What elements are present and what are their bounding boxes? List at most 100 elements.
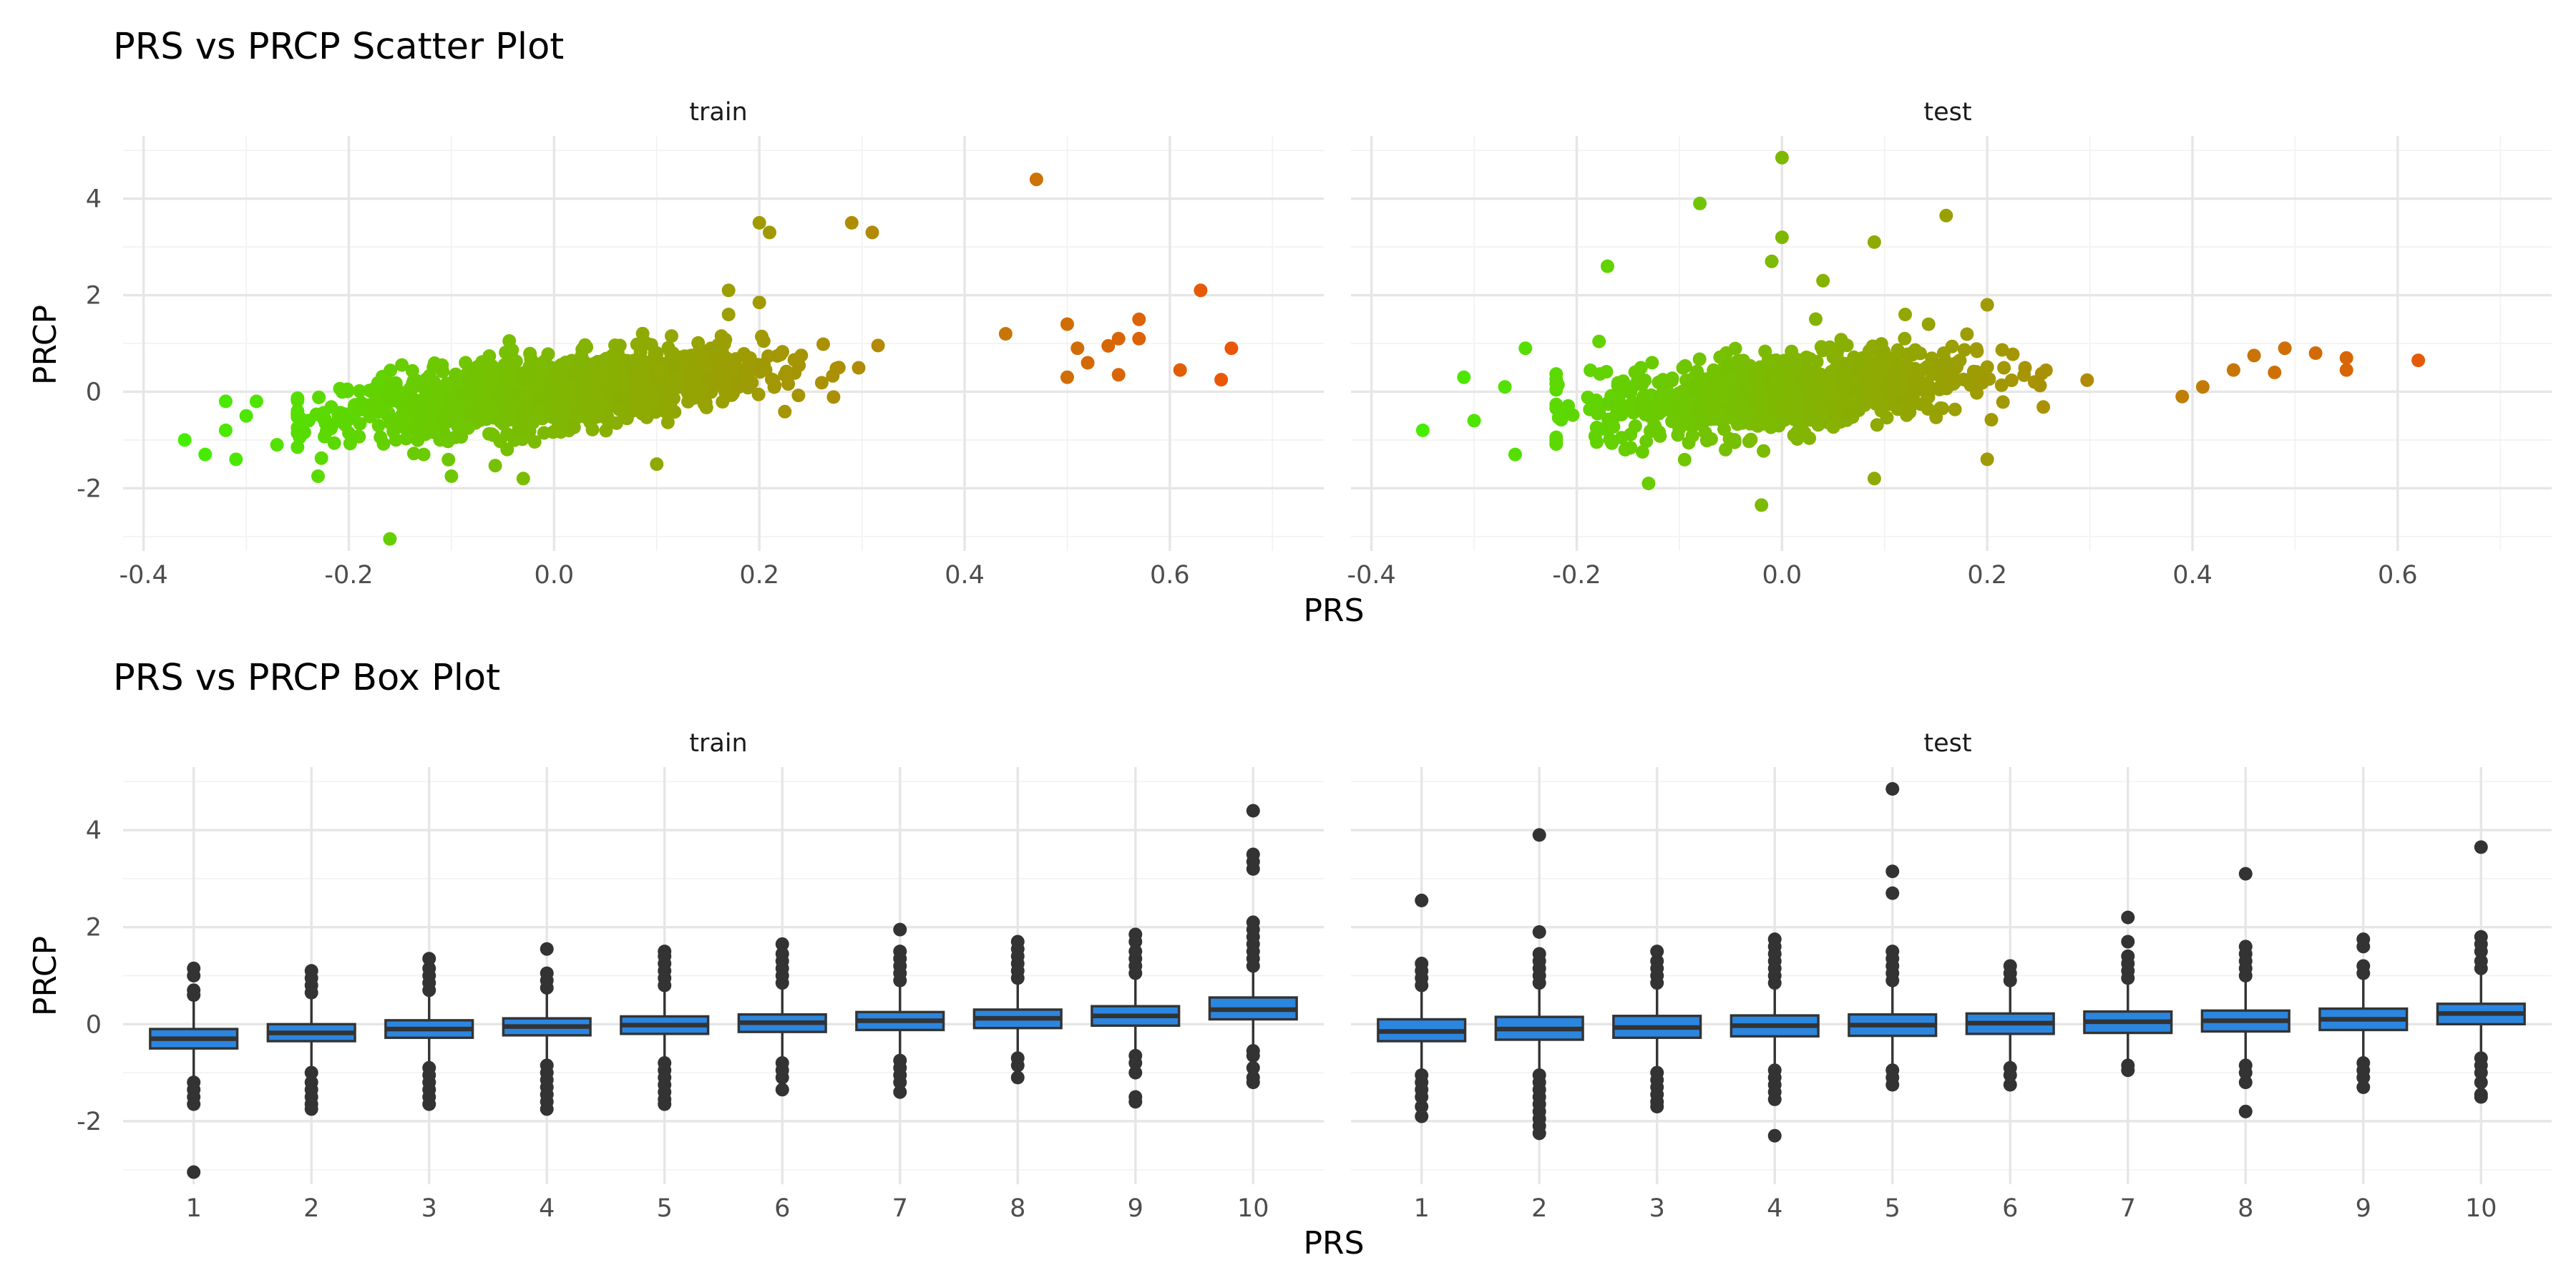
scatter-point [1834, 333, 1848, 347]
x-tick-label: 5 [1885, 1194, 1901, 1223]
scatter-point [1652, 375, 1666, 389]
scatter-point [1648, 419, 1662, 434]
outlier-point [1128, 1065, 1143, 1080]
scatter-point [1173, 363, 1187, 377]
scatter-point [1758, 344, 1772, 358]
scatter-point [1685, 429, 1699, 443]
scatter-point [363, 409, 377, 424]
scatter-point [755, 329, 769, 343]
scatter-point [1905, 366, 1919, 380]
outlier-point [1650, 1100, 1664, 1114]
scatter-point [1921, 402, 1935, 416]
x-tick-label: 0.2 [1967, 561, 2007, 590]
outlier-point [2356, 1080, 2371, 1094]
outlier-point [2474, 1090, 2488, 1104]
outlier-point [1885, 1078, 1900, 1092]
scatter-point [1765, 254, 1779, 268]
box-train-panel: -2 0 2 4 1 2 3 4 5 6 7 8 9 10 [77, 767, 1324, 1223]
scatter-point [422, 413, 436, 427]
scatter-train-panel: -0.4 -0.2 0.0 0.2 0.4 0.6 -2 0 2 4 [77, 136, 1324, 590]
scatter-point [429, 399, 443, 412]
x-tick-label: 6 [2002, 1194, 2018, 1223]
scatter-point [816, 337, 830, 351]
outlier-point [187, 961, 201, 975]
scatter-point [1194, 283, 1208, 298]
outlier-point [2356, 1070, 2371, 1085]
scatter-point [371, 419, 386, 433]
x-tick-label: 3 [1649, 1194, 1665, 1223]
scatter-point [1917, 384, 1931, 398]
scatter-point [410, 403, 424, 417]
scatter-point [1713, 350, 1727, 364]
scatter-point [633, 351, 648, 365]
scatter-point [1939, 208, 1953, 223]
scatter-point [1984, 413, 1999, 427]
scatter-point [601, 414, 615, 428]
scatter-point [660, 415, 675, 429]
scatter-title: PRS vs PRCP Scatter Plot [113, 26, 564, 68]
scatter-point [1549, 433, 1563, 447]
scatter-point [374, 430, 388, 444]
x-tick-label: -0.2 [1552, 561, 1601, 590]
outlier-point [2474, 1065, 2488, 1080]
scatter-point [541, 384, 555, 399]
box-9 [1091, 927, 1181, 1109]
x-tick-label: 8 [1010, 1194, 1025, 1223]
scatter-point [1606, 419, 1621, 434]
scatter-point [727, 364, 741, 378]
outlier-point [775, 937, 789, 951]
outlier-point [187, 1165, 201, 1179]
scatter-point [1958, 373, 1973, 387]
outlier-point [893, 945, 907, 959]
scatter-point [482, 426, 496, 441]
scatter-point [1769, 385, 1783, 399]
outlier-point [304, 1102, 318, 1116]
scatter-point [1757, 444, 1771, 458]
scatter-point [456, 386, 470, 401]
outlier-point [2356, 959, 2371, 973]
scatter-point [2411, 353, 2426, 368]
outlier-point [2474, 840, 2488, 854]
x-tick-label: 4 [539, 1194, 555, 1223]
scatter-point [436, 364, 450, 379]
scatter-point [613, 392, 627, 406]
scatter-point [688, 361, 702, 376]
scatter-point [721, 283, 736, 298]
scatter-point [489, 368, 503, 382]
x-tick-label: 2 [1531, 1194, 1547, 1223]
x-tick-label: 0.2 [739, 561, 779, 590]
scatter-point [774, 348, 788, 361]
scatter-point [545, 373, 559, 387]
scatter-point [1870, 369, 1885, 384]
scatter-point [1775, 230, 1789, 245]
outlier-point [1246, 1048, 1260, 1063]
scatter-point [218, 423, 233, 437]
box-10 [1208, 804, 1298, 1090]
y-tick-label: 0 [86, 378, 102, 406]
scatter-point [844, 215, 859, 230]
outlier-point [1010, 1070, 1025, 1085]
outlier-point [1415, 957, 1429, 971]
outlier-point [1246, 804, 1260, 818]
outlier-point [304, 1065, 318, 1080]
scatter-point [635, 404, 650, 419]
scatter-point [789, 353, 804, 368]
scatter-point [1717, 422, 1731, 436]
box-8 [972, 935, 1063, 1085]
scatter-point [1518, 341, 1533, 356]
scatter-point [501, 396, 514, 411]
scatter-point [406, 447, 421, 461]
scatter-point [1850, 384, 1864, 398]
scatter-point [1636, 402, 1650, 416]
x-tick-label: 4 [1767, 1194, 1782, 1223]
outlier-point [304, 964, 318, 978]
scatter-point [522, 424, 537, 439]
scatter-point [1635, 445, 1649, 459]
scatter-point [318, 429, 331, 444]
outlier-point [540, 942, 554, 956]
scatter-point [1867, 235, 1881, 249]
y-tick-label: -2 [77, 1108, 102, 1136]
scatter-point [311, 469, 325, 483]
outlier-point [1010, 935, 1025, 949]
scatter-point [758, 363, 773, 377]
